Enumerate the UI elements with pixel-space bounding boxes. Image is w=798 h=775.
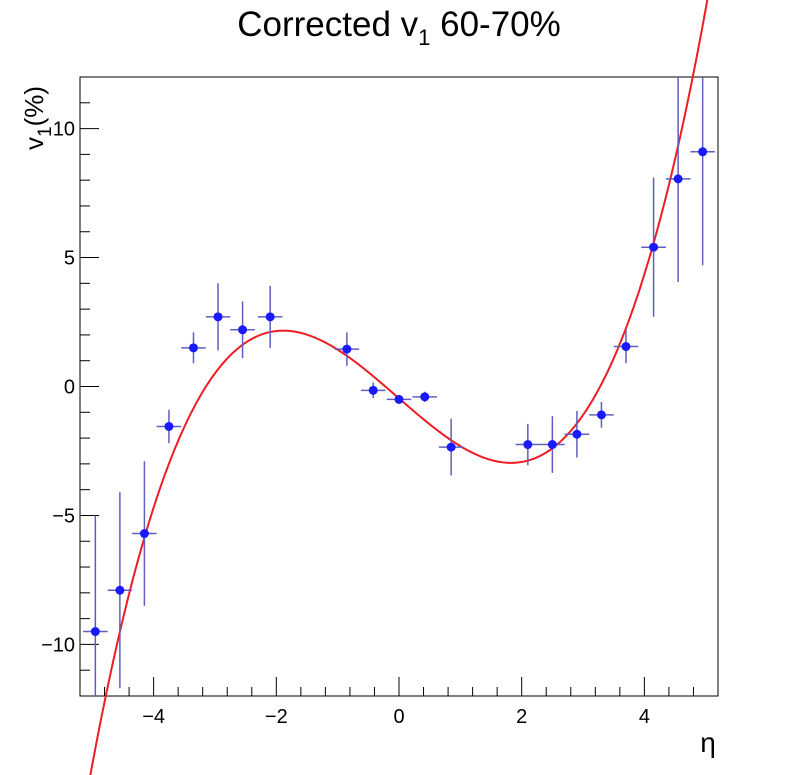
chart-title: Corrected v1 60-70%	[237, 5, 561, 50]
data-point	[90, 627, 100, 637]
data-point	[572, 429, 582, 439]
data-points-layer	[90, 147, 708, 637]
data-point	[342, 344, 352, 354]
y-tick-label: −10	[41, 634, 75, 656]
y-tick-label: 5	[64, 248, 75, 270]
data-point	[213, 312, 223, 322]
chart-title-suffix: 60-70%	[430, 5, 560, 44]
chart-title-prefix: Corrected v	[237, 5, 418, 44]
data-point	[265, 312, 275, 322]
data-point	[673, 174, 683, 184]
x-tick-label: 4	[639, 706, 650, 728]
data-point	[596, 410, 606, 420]
y-tick-label: 10	[53, 119, 75, 141]
y-axis-label: v1(%)	[19, 86, 56, 150]
fit-curve-layer	[89, 0, 709, 775]
chart-title-subscript: 1	[418, 25, 430, 50]
data-point	[621, 342, 631, 352]
data-point	[394, 394, 404, 404]
data-point	[368, 385, 378, 395]
y-axis-label-base: v	[19, 137, 49, 150]
x-tick-label: 0	[393, 706, 404, 728]
x-tick-label: −2	[265, 706, 288, 728]
y-axis-label-unit: (%)	[19, 86, 49, 126]
error-bars-layer	[83, 77, 715, 696]
data-point	[420, 392, 430, 402]
data-point	[115, 585, 125, 595]
x-axis-label: η	[700, 727, 716, 758]
y-tick-label: −5	[52, 505, 75, 527]
data-point	[649, 242, 659, 252]
data-point	[188, 343, 198, 353]
data-point	[547, 440, 557, 450]
data-point	[164, 421, 174, 431]
x-tick-label: 2	[516, 706, 527, 728]
y-tick-label: 0	[64, 377, 75, 399]
plot-frame	[79, 76, 719, 697]
data-point	[446, 442, 456, 452]
data-point	[238, 325, 248, 335]
data-point	[139, 529, 149, 539]
tick-labels: −4 −2 0 2 4 −10 −5 0 5 10	[41, 119, 650, 728]
data-point	[523, 440, 533, 450]
data-point	[698, 147, 708, 157]
fit-curve	[89, 0, 709, 775]
axis-ticks	[79, 76, 719, 697]
y-axis-label-subscript: 1	[35, 126, 56, 137]
x-tick-label: −4	[142, 706, 165, 728]
